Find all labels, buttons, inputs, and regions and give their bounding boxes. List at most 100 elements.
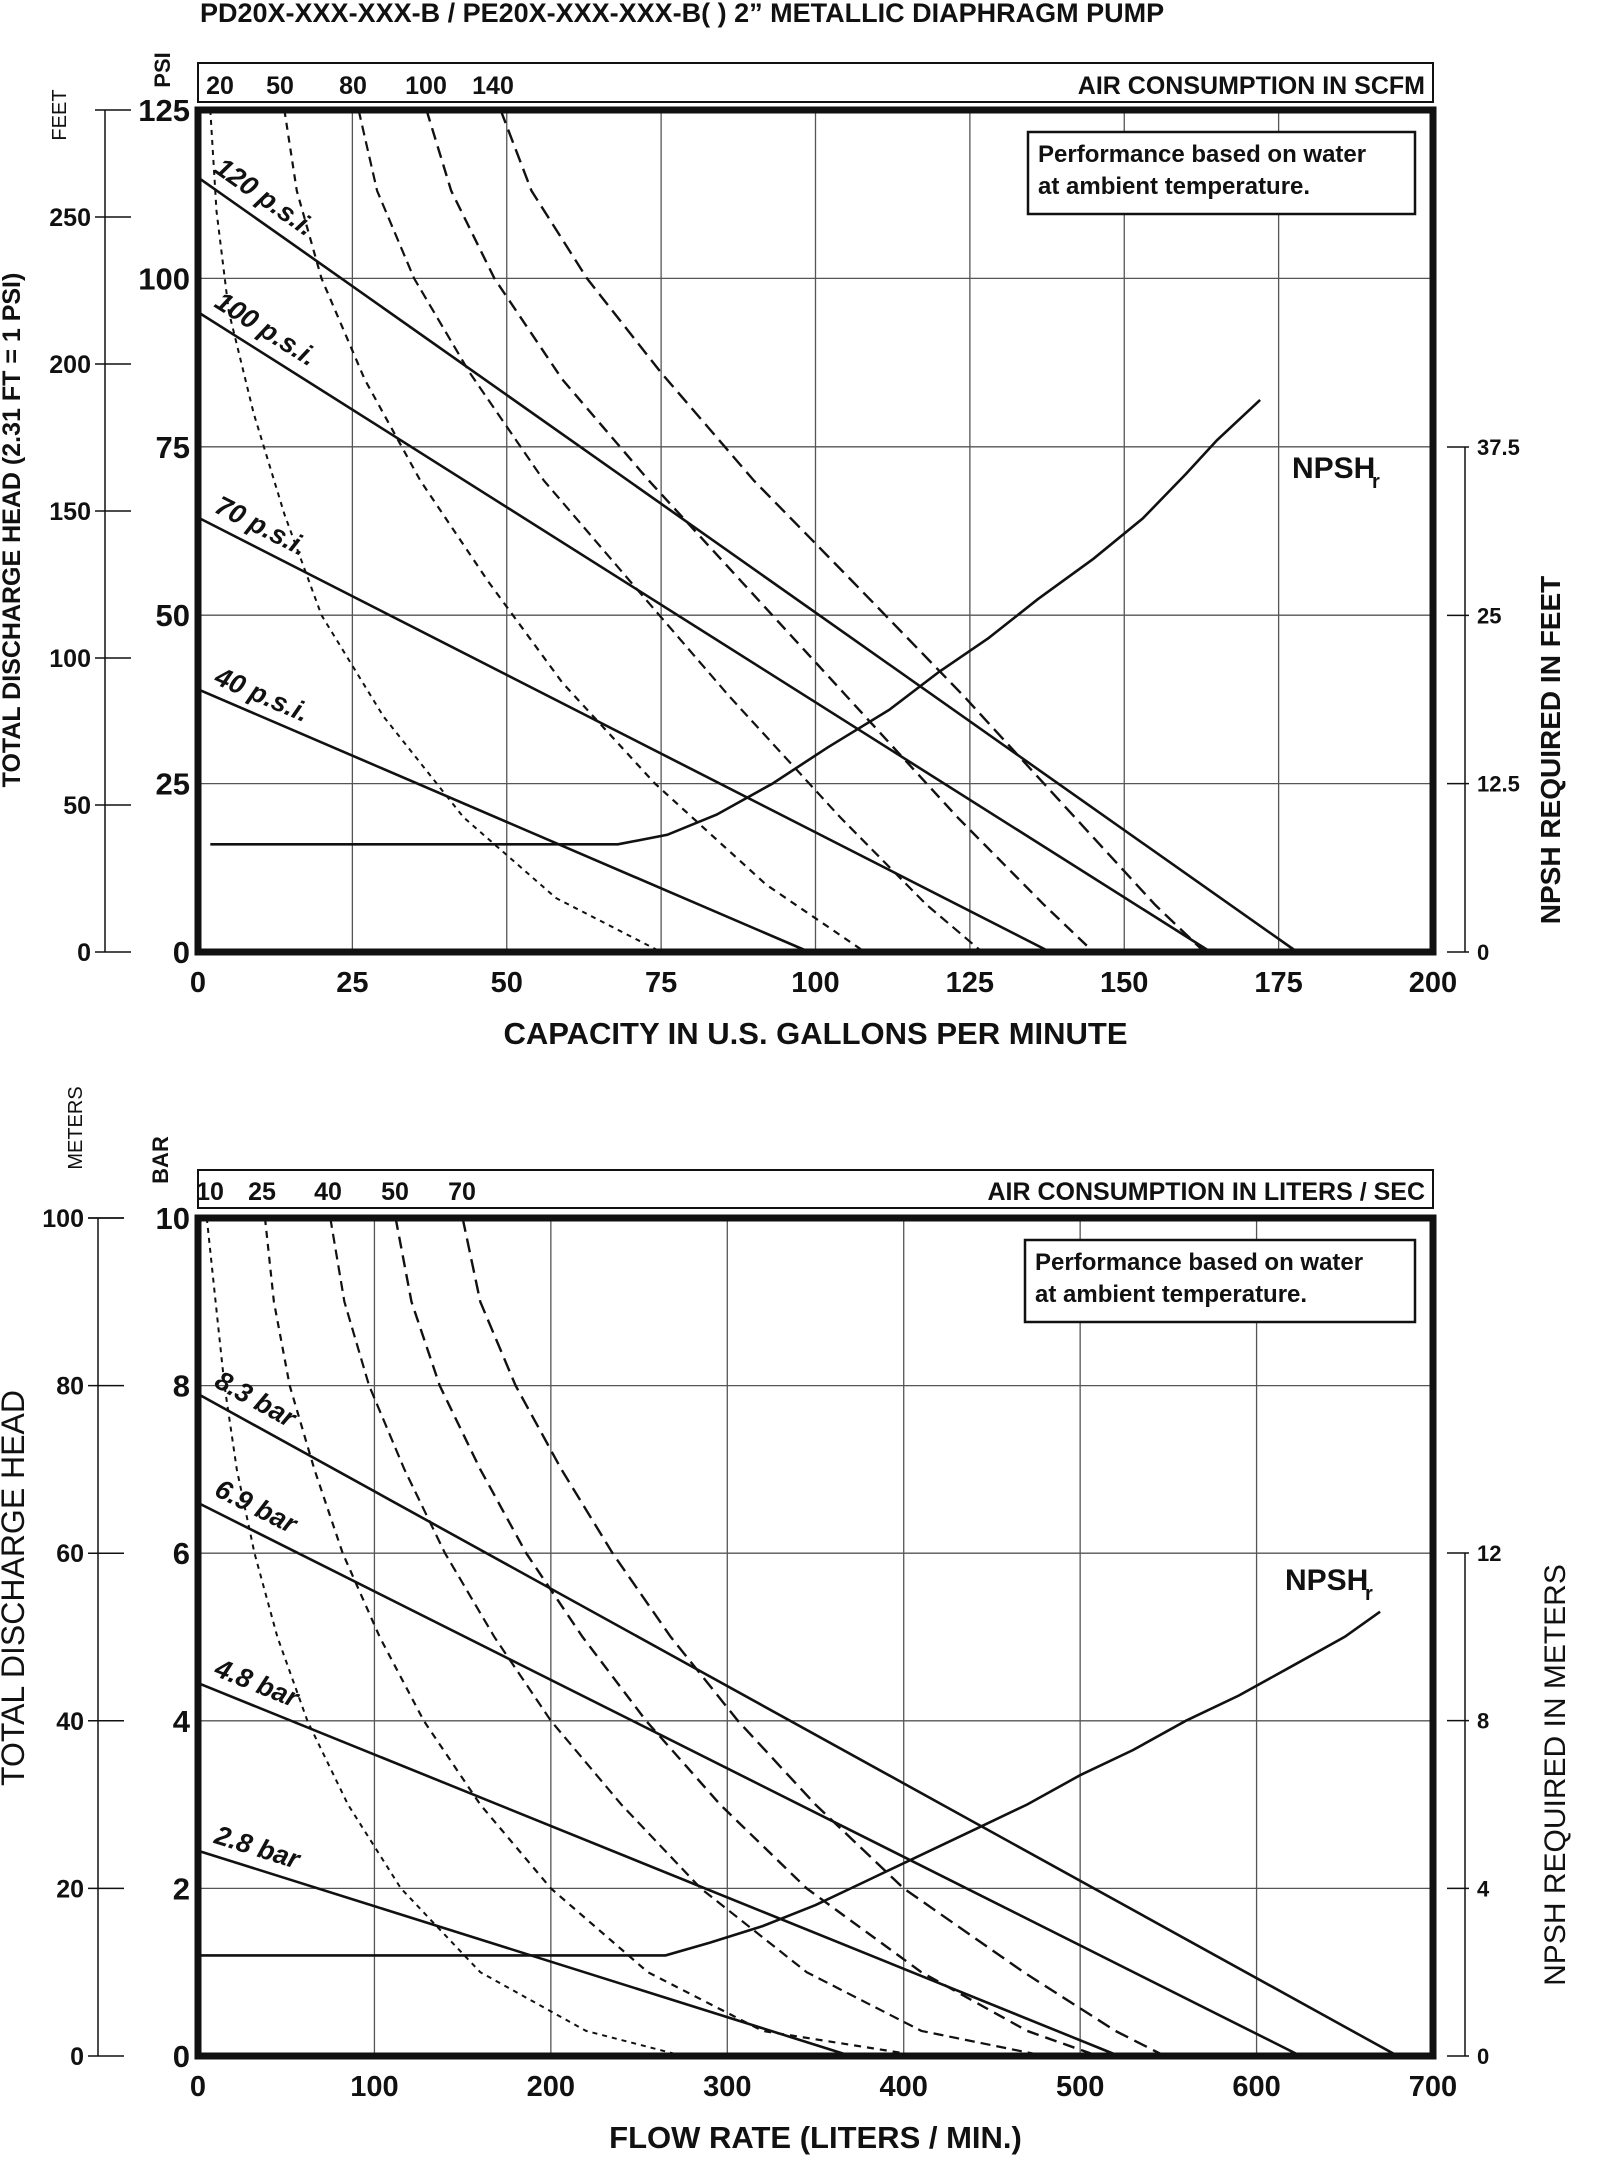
y-npsh-tick-label: 0 [1477,2044,1489,2069]
y-npsh-tick-label: 12.5 [1477,772,1520,797]
y-npsh-axis-title: NPSH REQUIRED IN METERS [1539,1564,1572,1986]
air-consumption-value: 140 [472,72,514,100]
air-consumption-curve [263,1217,922,2058]
x-tick-label: 175 [1254,967,1302,999]
y-pressure-tick-label: 75 [156,430,190,465]
x-tick-label: 600 [1232,2071,1280,2103]
npsh-curve-label: NPSH [1292,452,1375,485]
note-box [1026,130,1417,216]
y-head-tick-label: 100 [49,645,91,673]
y-head-tick-label: 150 [49,498,91,526]
air-consumption-header [197,1169,1434,1209]
y-npsh-tick-label: 4 [1477,1876,1490,1901]
x-tick-label: 75 [645,967,677,999]
y-head-tick-label: 100 [42,1205,84,1233]
pressure-curve-label: 6.9 bar [210,1473,303,1539]
x-tick-label: 50 [491,967,523,999]
pressure-curve-label: 4.8 bar [210,1652,304,1713]
y-pressure-tick-label: 8 [173,1369,190,1404]
air-consumption-curve [209,109,662,953]
y-pressure-tick-label: 2 [173,1871,190,1906]
npsh-curve-label-subscript: r [1372,471,1380,493]
air-consumption-label: AIR CONSUMPTION IN LITERS / SEC [987,1178,1425,1206]
y-pressure-unit: BAR [148,1136,173,1184]
y-head-unit: FEET [49,89,71,140]
chart-us-units: Performance based on water at ambient tem… [0,52,1566,1051]
y-pressure-tick-label: 0 [173,2039,190,2074]
air-consumption-value: 50 [266,72,294,100]
npsh-curve [198,1610,1381,1957]
air-consumption-header [197,62,1434,103]
x-tick-label: 300 [703,2071,751,2103]
pressure-curve-label: 2.8 bar [210,1820,304,1876]
pressure-curve [197,516,1051,954]
air-consumption-value: 70 [448,1178,476,1206]
y-pressure-tick-label: 0 [173,935,190,970]
pressure-curve [197,688,810,954]
chart-metric-units: Performance based on water at ambient tem… [0,1086,1572,2155]
air-consumption-value: 80 [339,72,367,100]
air-consumption-value: 50 [381,1178,409,1206]
y-pressure-tick-label: 6 [173,1536,190,1571]
x-tick-label: 700 [1409,2071,1457,2103]
y-head-tick-label: 200 [49,351,91,379]
air-consumption-curve [461,1217,1166,2058]
air-consumption-curve [283,109,866,953]
x-axis-title: FLOW RATE (LITERS / MIN.) [609,2120,1022,2155]
x-tick-label: 150 [1100,967,1148,999]
y-head-tick-label: 50 [63,792,91,820]
y-head-tick-label: 40 [56,1708,84,1736]
pressure-curve [197,176,1298,954]
air-consumption-curve [499,109,1206,953]
npsh-curve-label-subscript: r [1365,1583,1373,1605]
pressure-curve [197,1849,852,2058]
pressure-curve [197,311,1212,954]
air-consumption-label: AIR CONSUMPTION IN SCFM [1078,72,1425,100]
y-npsh-tick-label: 0 [1477,940,1489,965]
x-tick-label: 0 [190,967,206,999]
y-axis-title: TOTAL DISCHARGE HEAD (2.31 FT = 1 PSI) [0,273,26,788]
y-pressure-tick-label: 25 [156,767,190,802]
y-head-tick-label: 0 [70,2043,84,2071]
air-consumption-curve [357,109,983,953]
y-pressure-tick-label: 4 [173,1704,191,1739]
x-tick-label: 125 [946,967,994,999]
note-text-line: at ambient temperature. [1038,173,1310,200]
y-npsh-tick-label: 25 [1477,603,1501,628]
y-head-tick-label: 250 [49,204,91,232]
x-tick-label: 100 [791,967,839,999]
note-text-line: Performance based on water [1035,1249,1363,1276]
npsh-curve [210,398,1261,846]
note-text-line: Performance based on water [1038,141,1366,168]
air-consumption-value: 40 [314,1178,342,1206]
x-tick-label: 0 [190,2071,206,2103]
air-consumption-curve [205,1217,684,2057]
x-tick-label: 200 [1409,967,1457,999]
y-head-tick-label: 80 [56,1373,84,1401]
y-axis-title: TOTAL DISCHARGE HEAD [0,1390,31,1786]
x-tick-label: 500 [1056,2071,1104,2103]
air-consumption-curve [394,1217,1099,2058]
note-text-line: at ambient temperature. [1035,1281,1307,1308]
air-consumption-value: 10 [196,1178,224,1206]
y-head-unit: METERS [65,1086,87,1169]
y-pressure-tick-label: 50 [156,598,190,633]
y-pressure-tick-label: 100 [138,261,190,296]
air-consumption-curve [329,1217,1046,2058]
x-tick-label: 25 [336,967,368,999]
pressure-curve [197,1392,1399,2058]
x-axis-title: CAPACITY IN U.S. GALLONS PER MINUTE [503,1016,1127,1051]
y-npsh-tick-label: 37.5 [1477,435,1520,460]
air-consumption-value: 20 [206,72,234,100]
y-pressure-tick-label: 10 [156,1201,190,1236]
y-npsh-tick-label: 12 [1477,1541,1501,1566]
note-box [1023,1238,1417,1324]
y-head-tick-label: 0 [77,939,91,967]
x-tick-label: 400 [880,2071,928,2103]
figure-title: PD20X-XXX-XXX-B / PE20X-XXX-XXX-B( ) 2” … [200,0,1164,28]
air-consumption-value: 100 [405,72,447,100]
plot-frame [194,106,1437,956]
y-pressure-unit: PSI [150,52,175,87]
y-npsh-tick-label: 8 [1477,1709,1489,1734]
